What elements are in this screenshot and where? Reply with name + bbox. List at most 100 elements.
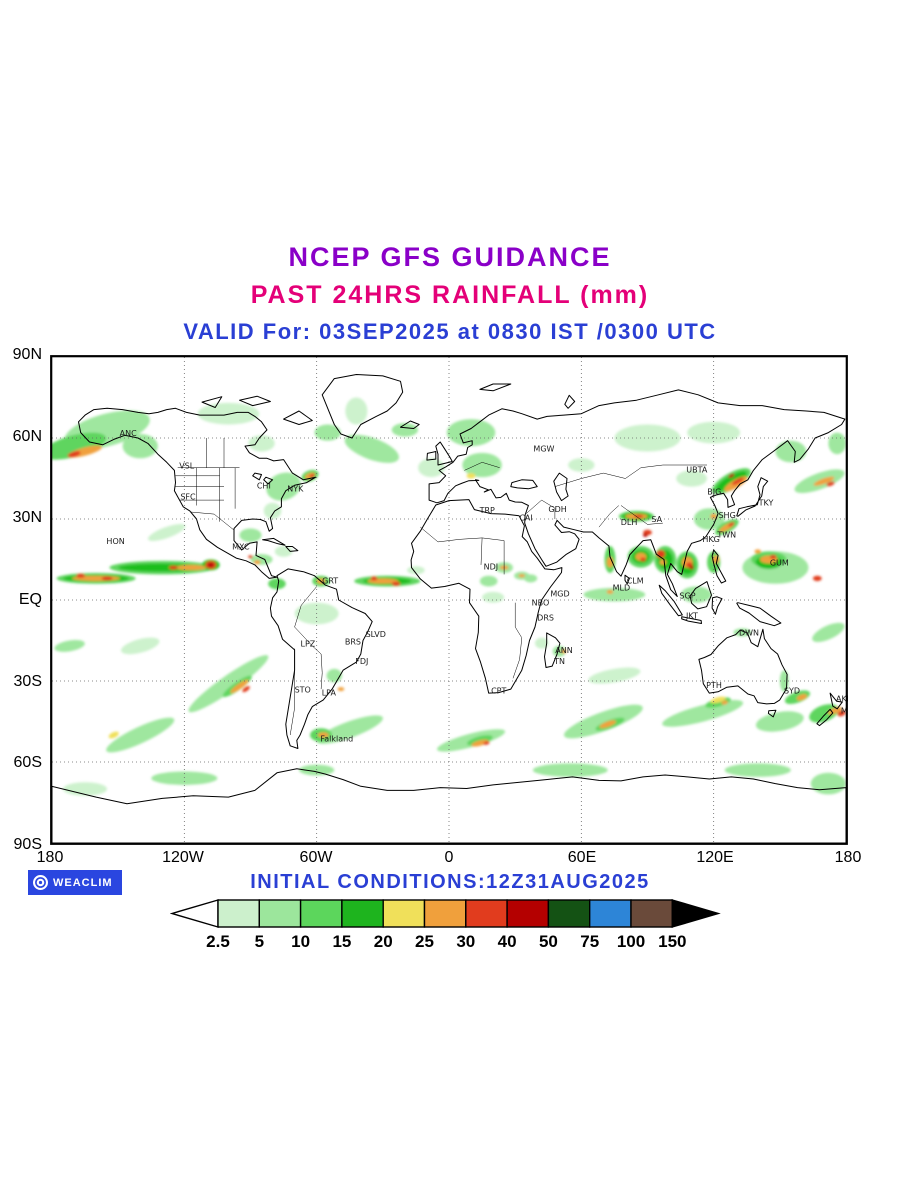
station-label: GRT [322,577,338,586]
station-label: MLD [613,584,631,593]
station-label: AKL [836,694,848,703]
country-borders [175,438,707,736]
rainfall-shading [52,397,846,796]
station-label: SA [651,515,662,524]
station-label: GUM [770,559,789,568]
station-label: TWN [716,531,736,540]
station-label: SHG [718,511,735,520]
station-label: SLVD [366,630,386,639]
initial-conditions-text: INITIAL CONDITIONS:12Z31AUG2025 [250,871,650,893]
station-label: SFC [180,492,196,501]
lon-tick-label: 60E [567,849,597,866]
station-label: DRS [537,613,554,622]
graticule [52,357,846,843]
colorbar-cell [217,899,260,928]
lat-tick-label: 60S [13,754,42,772]
station-label: NDJ [484,562,499,571]
colorbar-left-arrow [170,899,219,928]
station-label: BJG [707,487,721,496]
title-line-3: VALID For: 03SEP2025 at 0830 IST /0300 U… [183,319,717,344]
station-label: CPT [491,687,506,696]
station-label: JKT [685,612,698,621]
colorbar-cell [341,899,384,928]
lon-tick-label: 120W [162,849,204,866]
longitude-axis: 180 120W 60W 0 60E 120E 180 [37,849,862,871]
lon-tick-label: 120E [696,849,734,866]
station-label: CAI [519,514,532,523]
colorbar-cell [382,899,426,928]
station-label: STO [295,685,311,694]
station-labels: ANC VSL SFC CHI NYK HON MXC GRT LPZ BRS SLVD FDJ STO… [106,429,848,744]
station-label: LPA [322,688,337,697]
colorbar-tick-label: 100 [617,932,645,951]
colorbar-tick-label: 30 [456,932,475,951]
colorbar-tick-label: 150 [658,932,686,951]
station-label: MXC [232,542,250,551]
colorbar-cell [299,899,343,928]
station-label: TKY [758,499,774,508]
lon-tick-label: 0 [444,849,454,866]
title-line-1: NCEP GFS GUIDANCE [288,242,612,272]
map-frame [50,355,848,845]
colorbar-tick-label: 20 [374,932,393,951]
coastlines [52,374,846,843]
lon-tick-label: 180 [834,849,862,866]
colorbar-cell [506,899,550,928]
colorbar-tick-label: 5 [255,932,264,951]
lat-tick-label: 30N [12,509,42,527]
latitude-axis: 90N 60N 30N EQ 30S 60S 90S [0,346,47,853]
colorbar-cell [258,899,302,928]
station-label: UBTA [686,466,708,475]
colorbar-tick-label: 50 [539,932,558,951]
station-label: LPZ [301,640,316,649]
station-label: MGW [533,444,554,453]
station-label: TN [553,657,565,666]
colorbar-cell [465,899,508,928]
station-label: NBO [532,599,550,608]
station-label: MGD [550,590,569,599]
colorbar-cell [547,899,591,928]
colorbar-cell [589,899,632,928]
station-label: Falkland [320,735,353,744]
station-label: CLM [627,576,644,585]
colorbar-tick-label: 10 [291,932,310,951]
title-line-2: PAST 24HRS RAINFALL (mm) [250,281,650,309]
station-label: TRP [479,506,495,515]
station-label: ANN [555,646,572,655]
colorbar-cell [423,899,467,928]
station-label: NYK [287,484,304,493]
colorbar-tick-label: 75 [580,932,599,951]
station-label: HON [106,537,124,546]
station-label: GDH [548,505,566,514]
station-label: BRS [345,638,361,647]
colorbar-tick-label: 25 [415,932,434,951]
station-label: HKG [702,535,719,544]
weaclim-logo-label: WEACLIM [53,876,113,889]
lon-tick-label: 180 [36,849,64,866]
station-label: VSL [179,461,195,470]
colorbar-right-arrow [671,899,721,928]
station-label: DLH [621,518,638,527]
lon-tick-label: 60W [299,849,333,866]
station-label: PTH [706,681,722,690]
colorbar: 2.5 5 10 15 20 25 30 40 50 75 100 150 [170,899,721,951]
weaclim-badge: WEACLIM [28,870,122,895]
station-label: SYD [784,687,800,696]
lat-tick-label: 90N [12,346,42,363]
world-rainfall-map: ANC VSL SFC CHI NYK HON MXC GRT LPZ BRS SLVD FDJ STO… [50,355,848,845]
weaclim-logo-icon [33,875,48,890]
station-label: CHI [257,482,271,491]
colorbar-tick-label: 40 [498,932,517,951]
station-label: ANC [120,429,137,438]
colorbar-cell [630,899,673,928]
lat-tick-label: 30S [13,672,42,690]
station-label: DWN [739,628,759,637]
station-label: FDJ [355,657,368,666]
lat-tick-label: 90S [13,836,42,853]
colorbar-tick-label: 2.5 [206,932,230,951]
colorbar-tick-label: 15 [332,932,351,951]
station-label: SGP [679,591,695,600]
lat-tick-label: EQ [18,591,42,608]
station-label: MLT [841,707,848,716]
